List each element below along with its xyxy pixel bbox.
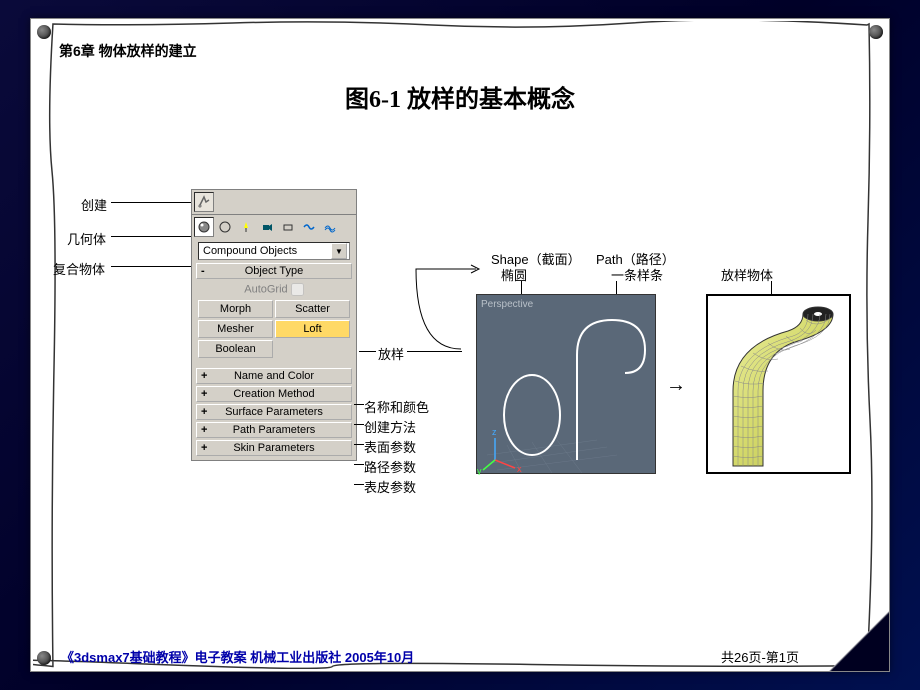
helpers-icon[interactable] xyxy=(278,217,298,237)
svg-text:y: y xyxy=(477,466,482,475)
rollout-creation-method[interactable]: +Creation Method xyxy=(196,386,352,402)
arrow-curve xyxy=(411,264,486,359)
object-type-header[interactable]: - Object Type xyxy=(196,263,352,279)
rollout-skin-params[interactable]: +Skin Parameters xyxy=(196,440,352,456)
create-tab-icon[interactable] xyxy=(194,192,214,212)
slide-title: 图6-1 放样的基本概念 xyxy=(31,79,889,114)
autogrid-checkbox[interactable] xyxy=(291,283,304,296)
rollouts-group: +Name and Color +Creation Method +Surfac… xyxy=(192,364,356,460)
perspective-viewport[interactable]: Perspective xyxy=(476,294,656,474)
label-loft: 放样 xyxy=(378,344,404,363)
scatter-button[interactable]: Scatter xyxy=(275,300,350,318)
loft-result xyxy=(706,294,851,474)
label-surface: 表面参数 xyxy=(364,437,416,456)
svg-text:x: x xyxy=(517,464,522,474)
label-creation: 创建方法 xyxy=(364,417,416,436)
label-create: 创建 xyxy=(81,195,107,214)
mesher-button[interactable]: Mesher xyxy=(198,320,273,338)
command-panel: Compound Objects - Object Type AutoGrid … xyxy=(191,189,357,461)
panel-tab-row xyxy=(192,190,356,214)
morph-button[interactable]: Morph xyxy=(198,300,273,318)
label-path: 路径参数 xyxy=(364,457,416,476)
boolean-button[interactable]: Boolean xyxy=(198,340,273,358)
spacewarps-icon[interactable] xyxy=(299,217,319,237)
arrow-icon: → xyxy=(666,374,686,397)
loft-button[interactable]: Loft xyxy=(275,320,350,338)
connector xyxy=(354,404,364,405)
footer-right: 共26页-第1页 xyxy=(721,647,799,666)
connector xyxy=(111,236,191,237)
footer-left: 《3dsmax7基础教程》电子教案 机械工业出版社 2005年10月 xyxy=(61,647,414,666)
rollout-title: Object Type xyxy=(201,265,347,277)
collapse-icon: - xyxy=(201,265,205,277)
autogrid-label: AutoGrid xyxy=(244,283,287,295)
corner-rivet xyxy=(37,651,51,665)
rollout-name-color[interactable]: +Name and Color xyxy=(196,368,352,384)
connector xyxy=(354,424,364,425)
content-area: 创建 几何体 复合物体 xyxy=(81,189,861,569)
connector xyxy=(354,444,364,445)
label-compound: 复合物体 xyxy=(53,259,105,278)
label-namecolor: 名称和颜色 xyxy=(364,397,429,416)
category-row xyxy=(192,214,356,239)
chapter-heading: 第6章 物体放样的建立 xyxy=(59,41,197,61)
geometry-icon[interactable] xyxy=(194,217,214,237)
lights-icon[interactable] xyxy=(236,217,256,237)
connector xyxy=(354,464,364,465)
systems-icon[interactable] xyxy=(320,217,340,237)
connector xyxy=(111,202,191,203)
page-curl-icon xyxy=(829,611,889,671)
rollout-path-params[interactable]: +Path Parameters xyxy=(196,422,352,438)
object-buttons: Morph Scatter Mesher Loft Boolean xyxy=(192,298,356,364)
connector xyxy=(354,484,364,485)
autogrid-row: AutoGrid xyxy=(192,281,356,298)
rollout-surface-params[interactable]: +Surface Parameters xyxy=(196,404,352,420)
shapes-icon[interactable] xyxy=(215,217,235,237)
label-skin: 表皮参数 xyxy=(364,477,416,496)
viewport-label: Perspective xyxy=(481,299,533,310)
connector xyxy=(359,351,376,352)
slide: 第6章 物体放样的建立 图6-1 放样的基本概念 创建 几何体 复合物体 xyxy=(30,18,890,672)
category-dropdown[interactable]: Compound Objects xyxy=(198,242,350,260)
svg-text:z: z xyxy=(492,427,497,437)
label-shape-sub: 椭圆 xyxy=(501,265,527,284)
loft-mesh-icon xyxy=(708,296,853,476)
dropdown-value: Compound Objects xyxy=(203,245,297,257)
cameras-icon[interactable] xyxy=(257,217,277,237)
label-loft-object: 放样物体 xyxy=(721,265,773,284)
label-geometry: 几何体 xyxy=(67,229,106,248)
viewport-scene: z x y xyxy=(477,295,657,475)
label-path-sub: 一条样条 xyxy=(611,265,663,284)
corner-rivet xyxy=(37,25,51,39)
corner-rivet xyxy=(869,25,883,39)
connector xyxy=(111,266,191,267)
